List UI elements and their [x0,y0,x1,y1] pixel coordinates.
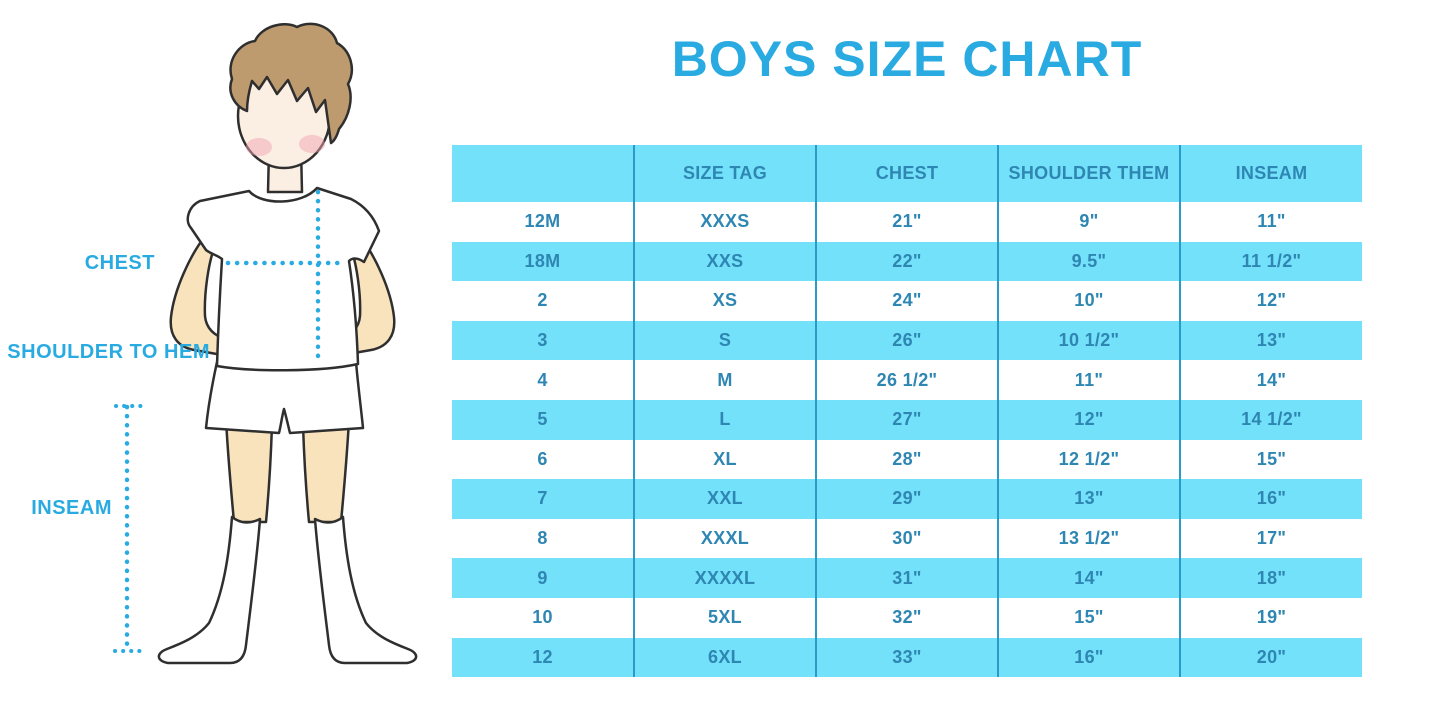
table-cell: 4 [452,360,634,400]
table-cell: 5 [452,399,634,440]
inseam-label: INSEAM [31,497,112,519]
table-cell: 13 1/2" [997,518,1180,559]
boy-right-blush [299,135,325,153]
column-header [452,145,634,202]
column-header: INSEAM [1179,145,1362,202]
table-cell: 16" [997,637,1180,678]
table-cell: 12 1/2" [997,439,1180,480]
table-cell: 24" [815,281,998,321]
table-cell: 14" [997,558,1180,598]
table-cell: 12" [997,399,1180,440]
table-cell: 10 [452,597,634,638]
table-cell: 26" [815,320,998,361]
table-row: 3 S 26" 10 1/2" 13" [452,320,1362,361]
table-cell: 12 [452,637,634,678]
table-cell: 21" [815,202,998,242]
table-cell: 13" [1179,320,1362,361]
table-cell: L [633,399,816,440]
table-cell: 15" [997,597,1180,638]
table-cell: XXXXL [633,558,816,598]
size-table-head: SIZE TAG CHEST SHOULDER THEM INSEAM [452,145,1362,202]
size-table-body: 12M XXXS 21" 9" 11" 18M XXS 22" 9.5" 11 1/2" 2 XS 24… [452,202,1362,678]
table-row: 5 L 27" 12" 14 1/2" [452,399,1362,440]
table-cell: 7 [452,479,634,519]
column-header: SIZE TAG [633,145,816,202]
table-cell: XXS [633,241,816,282]
table-cell: 10 1/2" [997,320,1180,361]
table-cell: 18M [452,241,634,282]
table-cell: 12" [1179,281,1362,321]
table-cell: 5XL [633,597,816,638]
table-cell: 9 [452,558,634,598]
boy-left-leg [224,418,274,524]
table-cell: 11 1/2" [1179,241,1362,282]
boy-hair [229,22,353,145]
table-cell: 14 1/2" [1179,399,1362,440]
boy-tshirt [186,186,381,372]
table-row: 10 5XL 32" 15" 19" [452,597,1362,638]
boy-right-leg [301,418,351,524]
table-cell: 22" [815,241,998,282]
table-cell: S [633,320,816,361]
table-cell: 32" [815,597,998,638]
table-cell: XL [633,439,816,480]
table-cell: 19" [1179,597,1362,638]
column-header: SHOULDER THEM [997,145,1180,202]
table-row: 4 M 26 1/2" 11" 14" [452,360,1362,400]
table-cell: 6XL [633,637,816,678]
table-cell: 29" [815,479,998,519]
table-cell: 31" [815,558,998,598]
boy-shorts [204,360,365,435]
table-row: 12 6XL 33" 16" 20" [452,637,1362,678]
table-cell: 28" [815,439,998,480]
table-cell: 26 1/2" [815,360,998,400]
table-cell: 20" [1179,637,1362,678]
table-cell: 13" [997,479,1180,519]
table-cell: 11" [1179,202,1362,242]
column-header: CHEST [815,145,998,202]
table-row: 9 XXXXL 31" 14" 18" [452,558,1362,598]
table-cell: M [633,360,816,400]
table-cell: 30" [815,518,998,559]
page-title: BOYS SIZE CHART [671,31,1143,87]
table-row: 6 XL 28" 12 1/2" 15" [452,439,1362,480]
table-cell: 15" [1179,439,1362,480]
table-cell: XS [633,281,816,321]
shoulder-to-hem-label: SHOULDER TO HEM [7,341,210,363]
table-cell: XXXL [633,518,816,559]
table-cell: 27" [815,399,998,440]
boy-left-sock [157,515,262,665]
boys-size-table: SIZE TAG CHEST SHOULDER THEM INSEAM 12M XXXS… [452,145,1362,678]
table-cell: 17" [1179,518,1362,559]
chest-label: CHEST [85,252,155,274]
table-cell: XXL [633,479,816,519]
table-cell: 33" [815,637,998,678]
table-cell: 10" [997,281,1180,321]
table-cell: 9" [997,202,1180,242]
size-table-header-row: SIZE TAG CHEST SHOULDER THEM INSEAM [452,145,1362,202]
boy-measurement-figure: CHEST SHOULDER TO HEM INSEAM [7,22,418,665]
table-row: 2 XS 24" 10" 12" [452,281,1362,321]
table-row: 8 XXXL 30" 13 1/2" 17" [452,518,1362,559]
table-cell: 14" [1179,360,1362,400]
table-cell: 3 [452,320,634,361]
boy-right-sock [313,515,418,665]
table-cell: 18" [1179,558,1362,598]
table-row: 12M XXXS 21" 9" 11" [452,202,1362,242]
table-cell: 12M [452,202,634,242]
table-cell: XXXS [633,202,816,242]
table-cell: 16" [1179,479,1362,519]
boy-left-blush [246,138,272,156]
table-row: 18M XXS 22" 9.5" 11 1/2" [452,241,1362,282]
table-cell: 11" [997,360,1180,400]
table-cell: 9.5" [997,241,1180,282]
table-cell: 8 [452,518,634,559]
table-row: 7 XXL 29" 13" 16" [452,479,1362,519]
table-cell: 6 [452,439,634,480]
table-cell: 2 [452,281,634,321]
